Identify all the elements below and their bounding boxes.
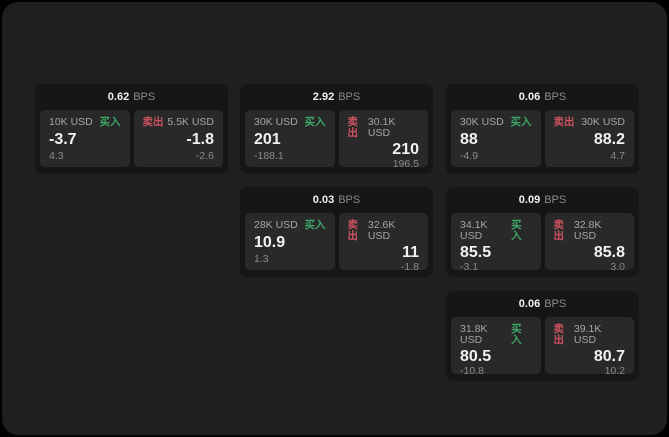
buy-panel[interactable]: 10K USD 买入 -3.7 4.3 [40,110,130,167]
sell-side-label: 卖出 [553,219,565,242]
quote-card: 0.62 BPS 10K USD 买入 -3.7 4.3 卖出 5.5K USD… [35,84,228,174]
buy-side-label: 买入 [511,219,522,242]
sell-price: 80.7 [593,348,625,365]
sell-price: 11 [402,244,419,261]
sell-delta: 3.0 [610,261,625,274]
quote-panels: 28K USD 买入 10.9 1.3 卖出 32.6K USD 11 -1.8 [240,213,433,275]
buy-price: 85.5 [460,244,492,261]
buy-amount: 30K USD [460,116,504,128]
quote-panels: 30K USD 买入 201 -188.1 卖出 30.1K USD 210 1… [240,110,433,172]
buy-amount: 34.1K USD [460,219,488,242]
buy-side-label: 买入 [510,116,532,128]
buy-amount: 28K USD [254,219,298,231]
bps-value: 2.92 [312,91,335,103]
sell-price: 88.2 [593,130,625,148]
sell-delta: -1.8 [400,261,419,274]
sell-delta: 4.7 [610,149,625,162]
bps-header: 0.62 BPS [35,84,228,110]
quote-card: 2.92 BPS 30K USD 买入 201 -188.1 卖出 30.1K … [240,84,433,174]
buy-delta: -188.1 [254,149,284,162]
buy-amount: 31.8K USD [460,323,488,346]
bps-header: 0.09 BPS [446,187,639,213]
sell-amount: 39.1K USD [573,323,602,346]
buy-panel[interactable]: 28K USD 买入 10.9 1.3 [245,213,335,270]
sell-panel[interactable]: 卖出 30K USD 88.2 4.7 [544,110,634,167]
quote-card: 0.09 BPS 34.1K USD 买入 85.5 -3.1 卖出 32.8K… [446,187,639,277]
buy-panel[interactable]: 31.8K USD 买入 80.5 -10.8 [451,317,541,378]
buy-side-label: 买入 [511,323,522,346]
bps-header: 0.06 BPS [446,84,639,110]
buy-price: 10.9 [254,233,286,251]
sell-panel[interactable]: 卖出 39.1K USD 80.7 10.2 [544,317,634,378]
buy-price: 80.5 [460,348,492,365]
buy-amount: 30K USD [254,116,298,128]
quote-panels: 30K USD 买入 88 -4.9 卖出 30K USD 88.2 4.7 [446,110,639,172]
bps-value: 0.09 [518,194,541,206]
bps-header: 2.92 BPS [240,84,433,110]
buy-side-label: 买入 [99,116,121,128]
sell-price: -1.8 [186,130,214,148]
buy-panel[interactable]: 30K USD 买入 88 -4.9 [451,110,541,167]
bps-unit-label: BPS [544,298,567,310]
buy-price: 88 [460,130,478,148]
sell-price: 85.8 [593,244,625,261]
sell-panel[interactable]: 卖出 32.6K USD 11 -1.8 [338,213,428,274]
bps-unit-label: BPS [338,91,361,103]
sell-amount: 30K USD [581,116,625,128]
bps-value: 0.06 [518,298,541,310]
sell-side-label: 卖出 [347,116,359,139]
sell-amount: 30.1K USD [367,116,396,139]
sell-price: 210 [392,141,419,158]
buy-delta: 4.3 [49,149,64,162]
buy-delta: -4.9 [460,149,479,162]
quote-panels: 34.1K USD 买入 85.5 -3.1 卖出 32.8K USD 85.8… [446,213,639,275]
bps-unit-label: BPS [544,91,567,103]
bps-unit-label: BPS [133,91,156,103]
quote-card: 0.06 BPS 30K USD 买入 88 -4.9 卖出 30K USD 8… [446,84,639,174]
buy-panel[interactable]: 34.1K USD 买入 85.5 -3.1 [451,213,541,274]
sell-panel[interactable]: 卖出 32.8K USD 85.8 3.0 [544,213,634,274]
sell-side-label: 卖出 [142,116,164,128]
sell-delta: 196.5 [392,158,419,171]
bps-unit-label: BPS [544,194,567,206]
buy-panel[interactable]: 30K USD 买入 201 -188.1 [245,110,335,167]
sell-side-label: 卖出 [553,323,565,346]
quote-panels: 10K USD 买入 -3.7 4.3 卖出 5.5K USD -1.8 -2.… [35,110,228,172]
sell-panel[interactable]: 卖出 5.5K USD -1.8 -2.6 [133,110,223,167]
quote-card: 0.03 BPS 28K USD 买入 10.9 1.3 卖出 32.6K US… [240,187,433,277]
sell-delta: -2.6 [195,149,214,162]
buy-price: 201 [254,130,281,148]
sell-panel[interactable]: 卖出 30.1K USD 210 196.5 [338,110,428,171]
sell-delta: 10.2 [604,365,625,378]
bps-unit-label: BPS [338,194,361,206]
bps-value: 0.62 [107,91,130,103]
sell-amount: 5.5K USD [167,116,214,128]
buy-delta: -10.8 [460,365,484,378]
sell-amount: 32.6K USD [367,219,396,242]
buy-delta: -3.1 [460,261,479,274]
sell-side-label: 卖出 [553,116,575,128]
quote-panels: 31.8K USD 买入 80.5 -10.8 卖出 39.1K USD 80.… [446,317,639,379]
buy-amount: 10K USD [49,116,93,128]
bps-header: 0.06 BPS [446,291,639,317]
quote-card: 0.06 BPS 31.8K USD 买入 80.5 -10.8 卖出 39.1… [446,291,639,381]
bps-header: 0.03 BPS [240,187,433,213]
sell-side-label: 卖出 [347,219,359,242]
buy-side-label: 买入 [304,219,326,231]
bps-value: 0.06 [518,91,541,103]
buy-delta: 1.3 [254,252,269,265]
bps-value: 0.03 [312,194,335,206]
sell-amount: 32.8K USD [573,219,602,242]
buy-price: -3.7 [49,130,77,148]
buy-side-label: 买入 [304,116,326,128]
